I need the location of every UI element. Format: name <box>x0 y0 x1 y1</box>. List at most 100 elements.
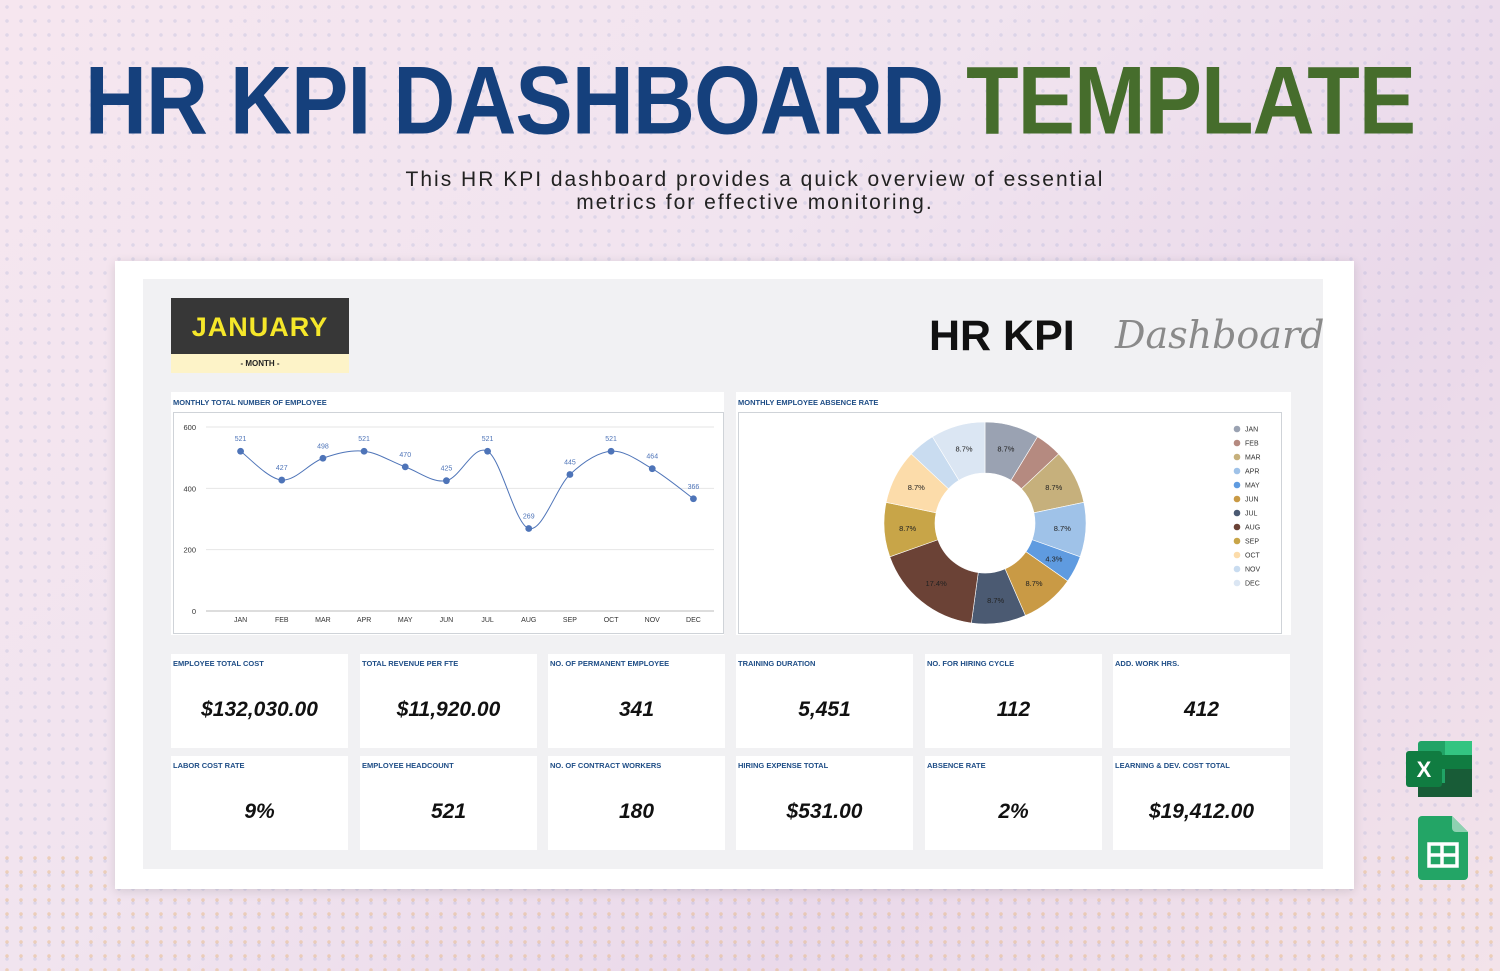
kpi-value: 2% <box>998 800 1029 823</box>
y-tick-label: 200 <box>183 546 196 555</box>
kpi-label: NO. OF PERMANENT EMPLOYEE <box>550 659 670 668</box>
month-value[interactable]: JANUARY <box>171 298 349 354</box>
dashboard-panel: JANUARY - MONTH - HR KPI Dashboard MONTH… <box>143 279 1325 869</box>
absence-rate-chart-area: 8.7% 8.7% 8.7% 4.3% 8.7% 8.7% 17.4% 8.7% 8.7% 8.7… <box>738 412 1282 634</box>
legend-label: JUN <box>1245 497 1259 504</box>
data-point <box>525 525 533 532</box>
y-tick-label: 600 <box>183 423 196 432</box>
kpi-label: EMPLOYEE HEADCOUNT <box>362 761 454 770</box>
kpi-label: HIRING EXPENSE TOTAL <box>738 761 829 770</box>
dashboard-title-script: Dashboard <box>1115 313 1325 357</box>
x-tick-label: DEC <box>686 617 701 624</box>
absence-rate-chart-card: MONTHLY EMPLOYEE ABSENCE RATE 8.7% 8.7% 8.… <box>736 392 1291 635</box>
slice-label: 8.7% <box>956 444 973 453</box>
absence-rate-donut-chart: 8.7% 8.7% 8.7% 4.3% 8.7% 8.7% 17.4% 8.7% 8.7% 8.7… <box>883 421 1261 625</box>
x-tick-label: OCT <box>604 617 620 624</box>
legend-swatch <box>1233 467 1241 475</box>
data-label: 521 <box>235 436 247 443</box>
employee-count-chart-card: MONTHLY TOTAL NUMBER OF EMPLOYEE 0 200 400… <box>171 392 724 635</box>
kpi-value: $132,030.00 <box>201 698 318 721</box>
dashboard-card: JANUARY - MONTH - HR KPI Dashboard MONTH… <box>115 261 1354 889</box>
data-label: 498 <box>317 443 329 450</box>
data-point <box>401 463 409 471</box>
employee-count-line-chart: 0 200 400 600 521 JAN 427 FEB 498 MAR 521 APR 470 MAY… <box>183 423 714 624</box>
slice-label: 8.7% <box>1054 524 1071 533</box>
headline-part-2: TEMPLATE <box>966 47 1416 155</box>
page-subtitle: This HR KPI dashboard provides a quick o… <box>380 168 1130 214</box>
kpi-value: 521 <box>430 800 467 823</box>
x-tick-label: MAY <box>398 617 413 624</box>
data-point <box>648 465 656 473</box>
slice-label: 4.3% <box>1045 555 1062 564</box>
kpi-value: 5,451 <box>798 698 851 721</box>
kpi-add-work-hours: ADD. WORK HRS. 412 <box>1113 654 1290 748</box>
month-label: - MONTH - <box>171 354 349 373</box>
headline-part-1: HR KPI DASHBOARD <box>84 47 944 155</box>
x-tick-label: APR <box>357 617 371 624</box>
data-label: 269 <box>523 514 535 521</box>
data-point <box>607 447 615 455</box>
legend-swatch <box>1233 551 1241 559</box>
google-sheets-icon <box>1418 816 1468 885</box>
legend-label: JAN <box>1245 427 1258 434</box>
slice-label: 8.7% <box>908 483 925 492</box>
slice-label: 8.7% <box>997 444 1014 453</box>
kpi-contract-workers: NO. OF CONTRACT WORKERS 180 <box>548 756 725 850</box>
legend-swatch <box>1233 537 1241 545</box>
data-label: 445 <box>564 460 576 467</box>
legend-label: MAR <box>1245 455 1261 462</box>
kpi-learning-dev-cost: LEARNING & DEV. COST TOTAL $19,412.00 <box>1113 756 1290 850</box>
kpi-value: 9% <box>244 800 275 823</box>
series-line <box>240 449 694 530</box>
data-point <box>319 454 327 462</box>
legend-swatch <box>1233 523 1241 531</box>
kpi-value: 412 <box>1183 698 1220 721</box>
legend-label: OCT <box>1245 553 1261 560</box>
kpi-employee-headcount: EMPLOYEE HEADCOUNT 521 <box>360 756 537 850</box>
data-point <box>443 477 450 485</box>
kpi-value: 112 <box>996 698 1031 721</box>
data-point <box>484 447 491 455</box>
kpi-hiring-expense-total: HIRING EXPENSE TOTAL $531.00 <box>736 756 913 850</box>
donut-slice <box>932 421 986 481</box>
kpi-absence-rate: ABSENCE RATE 2% <box>925 756 1102 850</box>
kpi-value: $19,412.00 <box>1148 800 1255 823</box>
employee-count-chart-title: MONTHLY TOTAL NUMBER OF EMPLOYEE <box>173 398 327 407</box>
x-tick-label: FEB <box>275 617 289 624</box>
kpi-hiring-cycle: NO. FOR HIRING CYCLE 112 <box>925 654 1102 748</box>
kpi-training-duration: TRAINING DURATION 5,451 <box>736 654 913 748</box>
kpi-label: ABSENCE RATE <box>927 761 986 770</box>
kpi-label: LABOR COST RATE <box>173 761 245 770</box>
page-headline: HR KPI DASHBOARD TEMPLATE <box>0 46 1500 157</box>
data-label: 521 <box>605 436 617 443</box>
kpi-label: LEARNING & DEV. COST TOTAL <box>1115 761 1230 770</box>
legend-label: MAY <box>1245 483 1260 490</box>
legend-label: AUG <box>1245 525 1260 532</box>
kpi-label: TOTAL REVENUE PER FTE <box>362 659 459 668</box>
kpi-label: TRAINING DURATION <box>738 659 816 668</box>
kpi-value: $531.00 <box>786 800 863 823</box>
x-tick-label: JAN <box>234 617 247 624</box>
kpi-employee-total-cost: EMPLOYEE TOTAL COST $132,030.00 <box>171 654 348 748</box>
x-tick-label: AUG <box>521 617 536 624</box>
legend-label: JUL <box>1245 511 1258 518</box>
x-tick-label: MAR <box>315 617 331 624</box>
x-tick-label: JUN <box>440 617 454 624</box>
data-point <box>278 476 286 484</box>
kpi-label: EMPLOYEE TOTAL COST <box>173 659 264 668</box>
legend-swatch <box>1233 579 1241 587</box>
month-selector[interactable]: JANUARY - MONTH - <box>171 298 349 373</box>
kpi-value: 341 <box>618 698 655 721</box>
legend-swatch <box>1233 509 1241 517</box>
legend-label: FEB <box>1245 441 1259 448</box>
slice-label: 8.7% <box>1026 579 1043 588</box>
kpi-labor-cost-rate: LABOR COST RATE 9% <box>171 756 348 850</box>
employee-count-chart-area: 0 200 400 600 521 JAN 427 FEB 498 MAR 521 APR 470 MAY… <box>173 412 724 634</box>
legend-swatch <box>1233 565 1241 573</box>
kpi-label: NO. FOR HIRING CYCLE <box>927 659 1015 668</box>
data-label: 464 <box>646 454 658 461</box>
legend-label: APR <box>1245 469 1259 476</box>
legend-swatch <box>1233 439 1241 447</box>
data-label: 366 <box>688 484 700 491</box>
subtitle-line-1: This HR KPI dashboard provides a quick o… <box>405 168 1105 191</box>
